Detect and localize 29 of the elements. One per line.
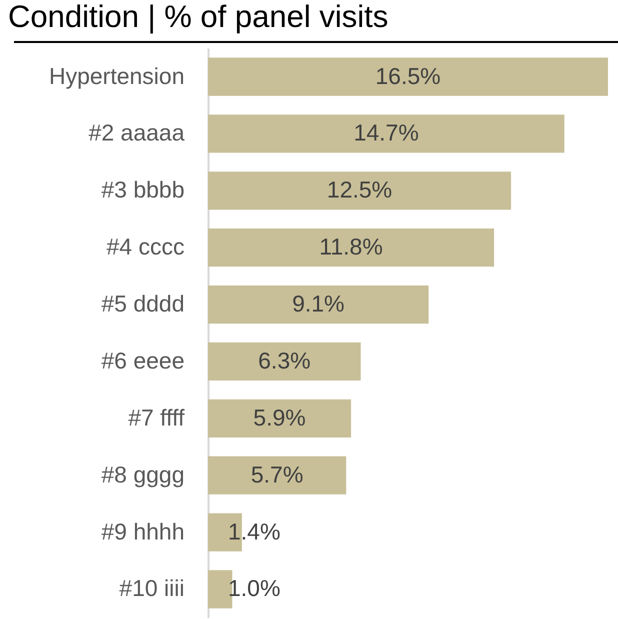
y-tick-label: #4 cccc [106, 234, 184, 260]
y-tick-label: #10 iiii [119, 575, 184, 602]
bar [208, 285, 429, 324]
y-tick-label: #5 dddd [101, 290, 184, 317]
y-tick-label: #9 hhhh [101, 518, 184, 544]
data-label: 6.3% [258, 347, 311, 374]
y-tick-label: #7 ffff [128, 404, 186, 430]
data-label: 16.5% [375, 62, 441, 89]
y-tick-label: #2 aaaaa [88, 120, 185, 146]
bar [208, 342, 361, 381]
y-tick-label: #3 bbbb [101, 176, 184, 203]
bar [208, 114, 564, 153]
bar [208, 456, 346, 494]
data-label: 1.4% [228, 518, 280, 544]
data-label: 11.8% [319, 234, 383, 260]
bar [208, 228, 494, 267]
data-label: 12.5% [326, 176, 392, 203]
bar [208, 399, 352, 438]
data-label: 5.7% [250, 461, 304, 488]
data-label: 5.9% [253, 404, 306, 430]
bar [208, 172, 512, 210]
y-tick-label: #8 gggg [101, 461, 184, 488]
data-label: 14.7% [354, 120, 419, 146]
data-label: 1.0% [228, 575, 280, 602]
data-label: 9.1% [292, 290, 345, 317]
y-tick-label: #6 eeee [101, 347, 184, 374]
y-tick-label: Hypertension [48, 62, 184, 89]
bar [208, 58, 608, 96]
chart-title: Condition | % of panel visits [8, 0, 388, 34]
